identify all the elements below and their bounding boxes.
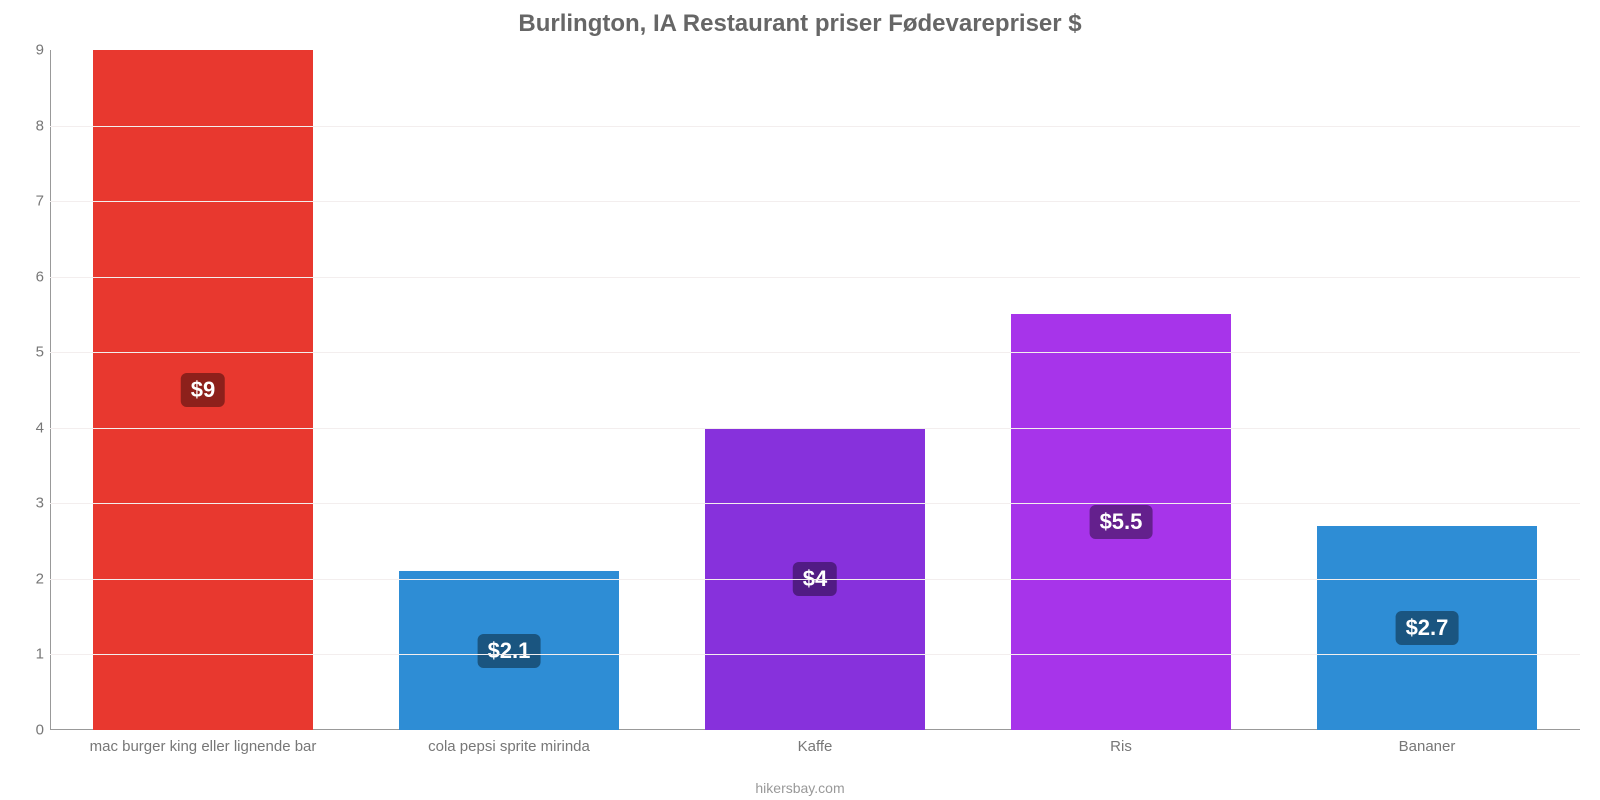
- value-badge: $2.7: [1396, 611, 1459, 645]
- gridline: [50, 201, 1580, 202]
- price-bar-chart: Burlington, IA Restaurant priser Fødevar…: [0, 0, 1600, 800]
- x-category-label: Ris: [1110, 738, 1132, 755]
- bar: $9: [93, 50, 313, 730]
- y-tick-label: 7: [22, 193, 44, 210]
- gridline: [50, 428, 1580, 429]
- chart-title: Burlington, IA Restaurant priser Fødevar…: [0, 0, 1600, 38]
- value-badge: $9: [181, 373, 225, 407]
- y-tick-label: 3: [22, 495, 44, 512]
- x-category-label: mac burger king eller lignende bar: [90, 738, 317, 755]
- y-tick-label: 0: [22, 722, 44, 739]
- y-tick-label: 4: [22, 419, 44, 436]
- gridline: [50, 579, 1580, 580]
- gridline: [50, 352, 1580, 353]
- value-badge: $5.5: [1090, 505, 1153, 539]
- x-category-label: Bananer: [1399, 738, 1456, 755]
- chart-credit: hikersbay.com: [0, 780, 1600, 796]
- gridline: [50, 654, 1580, 655]
- y-tick-label: 5: [22, 344, 44, 361]
- gridline: [50, 126, 1580, 127]
- bar: $2.1: [399, 571, 619, 730]
- bar: $2.7: [1317, 526, 1537, 730]
- y-tick-label: 9: [22, 42, 44, 59]
- x-category-label: cola pepsi sprite mirinda: [428, 738, 590, 755]
- bar: $5.5: [1011, 314, 1231, 730]
- value-badge: $2.1: [478, 634, 541, 668]
- y-tick-label: 1: [22, 646, 44, 663]
- gridline: [50, 277, 1580, 278]
- y-tick-label: 2: [22, 570, 44, 587]
- gridline: [50, 503, 1580, 504]
- y-tick-label: 8: [22, 117, 44, 134]
- y-tick-label: 6: [22, 268, 44, 285]
- bars-layer: $9$2.1$4$5.5$2.7: [50, 50, 1580, 730]
- x-category-label: Kaffe: [798, 738, 833, 755]
- plot-area: $9$2.1$4$5.5$2.7 0123456789mac burger ki…: [50, 50, 1580, 730]
